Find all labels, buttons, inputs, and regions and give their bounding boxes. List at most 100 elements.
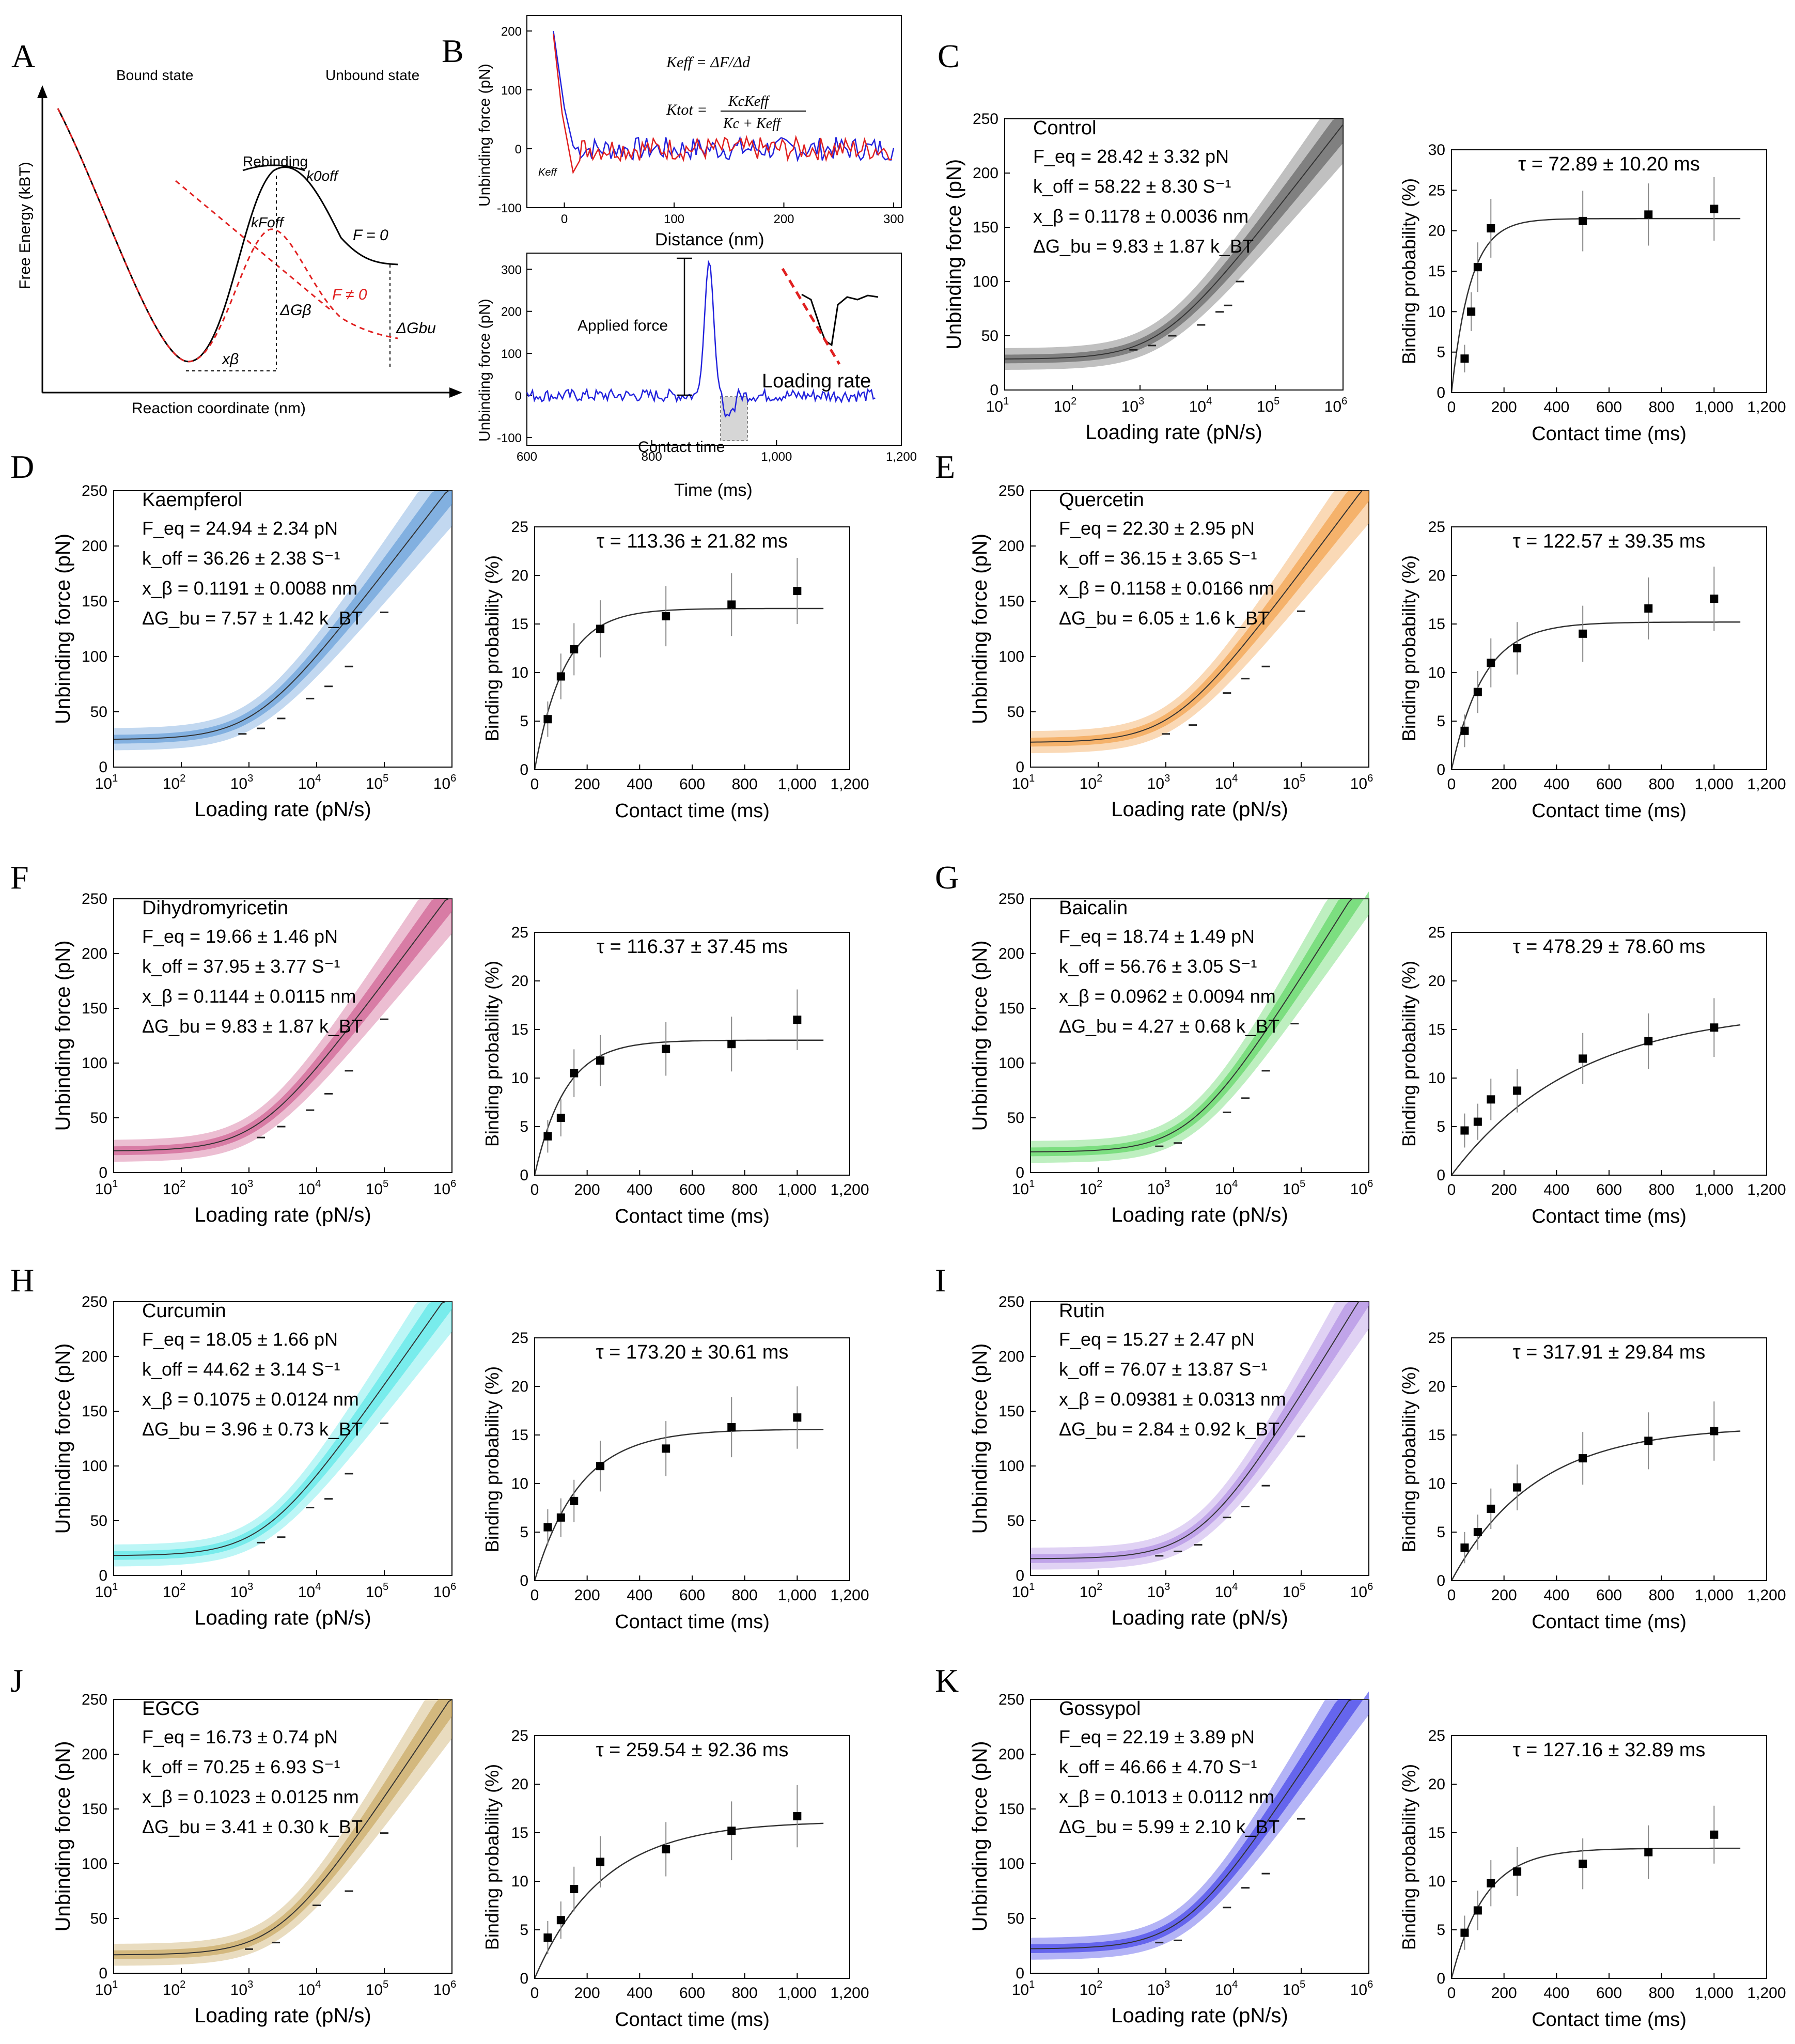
tau-label: τ = 127.16 ± 32.89 ms <box>1513 1739 1706 1761</box>
y-tick-label: 150 <box>82 1403 107 1420</box>
y-tick-label: 0 <box>520 1970 528 1987</box>
y-tick-label: 50 <box>1007 704 1024 721</box>
fit-parameter: F_eq = 22.19 ± 3.89 pN <box>1059 1726 1255 1747</box>
tick-label: -100 <box>497 201 522 215</box>
binding-ylabel: Binding probability (%) <box>481 555 503 741</box>
x-tick-label: 1,000 <box>1695 399 1734 416</box>
y-tick-label: 0 <box>1016 1965 1024 1982</box>
y-tick-label: 15 <box>1428 1824 1445 1842</box>
binding-data-point <box>1644 1037 1653 1046</box>
exp-fit-line <box>534 1428 824 1581</box>
y-tick-label: 25 <box>511 1330 528 1347</box>
x-tick-label: 400 <box>627 1587 652 1604</box>
binding-data-point <box>543 1523 552 1532</box>
tau-label: τ = 173.20 ± 30.61 ms <box>596 1341 789 1363</box>
binding-data-point <box>1460 1126 1469 1135</box>
binding-data-point <box>1579 1054 1587 1063</box>
binding-xlabel: Contact time (ms) <box>615 2009 770 2031</box>
x-tick-label: 1,200 <box>1747 399 1786 416</box>
binding-ylabel: Binding probability (%) <box>1398 555 1419 741</box>
fit-parameter: ΔG_bu = 7.57 ± 1.42 k_BT <box>142 607 363 629</box>
binding-ylabel: Binding probability (%) <box>481 1366 503 1552</box>
plot-frame <box>1004 118 1344 391</box>
y-tick-label: 5 <box>1437 1524 1445 1541</box>
force-ylabel: Unbinding force (pN) <box>52 1343 74 1534</box>
ktot-denominator: Kc + Keff <box>723 116 782 132</box>
fit-line <box>113 490 452 740</box>
fit-parameter: F_eq = 15.27 ± 2.47 pN <box>1059 1329 1255 1350</box>
x-tick-label: 1,200 <box>1747 1587 1786 1604</box>
fit-line <box>1030 490 1369 743</box>
y-tick-label: 250 <box>998 482 1024 500</box>
tick-label: 300 <box>501 263 522 277</box>
chart-title: EGCG <box>142 1698 200 1720</box>
y-tick-label: 50 <box>90 1910 107 1927</box>
binding-data-point <box>727 600 736 609</box>
y-tick-label: 100 <box>998 1855 1024 1873</box>
y-tick-label: 5 <box>1437 1922 1445 1939</box>
force-time-frame <box>526 253 902 446</box>
tick-label: 300 <box>883 212 904 226</box>
tick-label: 0 <box>515 143 522 157</box>
fit-parameter: x_β = 0.1178 ± 0.0036 nm <box>1033 206 1248 227</box>
force-distance-yticks: -100 0 100 200 <box>497 25 532 215</box>
force-chart-quercetin: 0 50 100 150 200 250 101 102 103 104 105 106 Loading… <box>969 482 1373 821</box>
force-xlabel: Loading rate (pN/s) <box>194 1606 371 1629</box>
y-tick-label: 50 <box>90 1110 107 1127</box>
plot-frame <box>113 898 452 1173</box>
rebinding-label: Rebinding <box>243 153 308 169</box>
x-tick-label: 106 <box>433 1178 457 1198</box>
y-tick-label: 25 <box>511 924 528 941</box>
binding-data-point <box>1473 1906 1482 1915</box>
y-tick-label: 0 <box>99 1965 107 1982</box>
confidence-band-inner <box>1031 1302 1369 1563</box>
binding-data-point <box>1710 595 1719 603</box>
x-tick-label: 104 <box>1215 1581 1238 1601</box>
binding-data-point <box>543 715 552 724</box>
loading-rate-slope-line <box>781 268 841 365</box>
y-tick-label: 10 <box>1428 303 1445 320</box>
x-tick-label: 106 <box>433 773 457 792</box>
x-tick-label: 0 <box>1447 776 1456 793</box>
force-chart-kaempferol: 0 50 100 150 200 250 101 102 103 104 105 106 Loading… <box>52 482 456 821</box>
x-tick-label: 101 <box>95 1581 118 1601</box>
energy-curve-f-nonzero <box>57 108 398 363</box>
x-tick-label: 101 <box>986 396 1009 415</box>
panel-g-letter: G <box>935 859 959 896</box>
x-tick-label: 1,200 <box>830 776 869 793</box>
y-tick-label: 150 <box>82 1000 107 1017</box>
x-tick-label: 1,200 <box>830 1587 869 1604</box>
x-tick-label: 600 <box>679 1985 705 2002</box>
fit-parameter: x_β = 0.1013 ± 0.0112 nm <box>1059 1786 1274 1807</box>
plot-frame <box>534 526 850 770</box>
x-tick-label: 1,000 <box>778 1181 817 1198</box>
x-tick-label: 106 <box>1350 773 1373 792</box>
y-tick-label: 150 <box>998 1403 1024 1420</box>
force-time-xlabel: Time (ms) <box>674 480 753 500</box>
plot-frame <box>1451 1337 1767 1581</box>
tick-label: 200 <box>501 305 522 319</box>
tick-label: 1,000 <box>761 450 792 464</box>
keff-small-label: Keff <box>538 167 558 178</box>
x-beta-label: xβ <box>221 351 239 368</box>
x-tick-label: 102 <box>163 773 186 792</box>
y-tick-label: 150 <box>82 593 107 610</box>
fit-parameter: x_β = 0.09381 ± 0.0313 nm <box>1059 1388 1286 1410</box>
plot-frame <box>1030 898 1369 1173</box>
x-tick-label: 0 <box>530 1181 539 1198</box>
y-tick-label: 20 <box>1428 1378 1445 1395</box>
force-chart-egcg: 0 50 100 150 200 250 101 102 103 104 105 106 Loading… <box>52 1691 456 2027</box>
binding-data-point <box>1513 1867 1522 1876</box>
binding-ylabel: Binding probability (%) <box>1398 1366 1419 1552</box>
tick-label: 100 <box>664 212 684 226</box>
y-tick-label: 0 <box>990 382 998 399</box>
binding-data-point <box>1487 1504 1495 1513</box>
fit-parameter: F_eq = 18.05 ± 1.66 pN <box>142 1329 338 1350</box>
koff0-label: k0off <box>306 168 339 184</box>
binding-data-point <box>570 1496 579 1505</box>
binding-data-point <box>662 612 670 620</box>
force-distance-frame <box>526 15 902 208</box>
tick-label: 200 <box>773 212 794 226</box>
force-time-trace <box>526 260 876 418</box>
force-ylabel: Unbinding force (pN) <box>52 1741 74 1931</box>
